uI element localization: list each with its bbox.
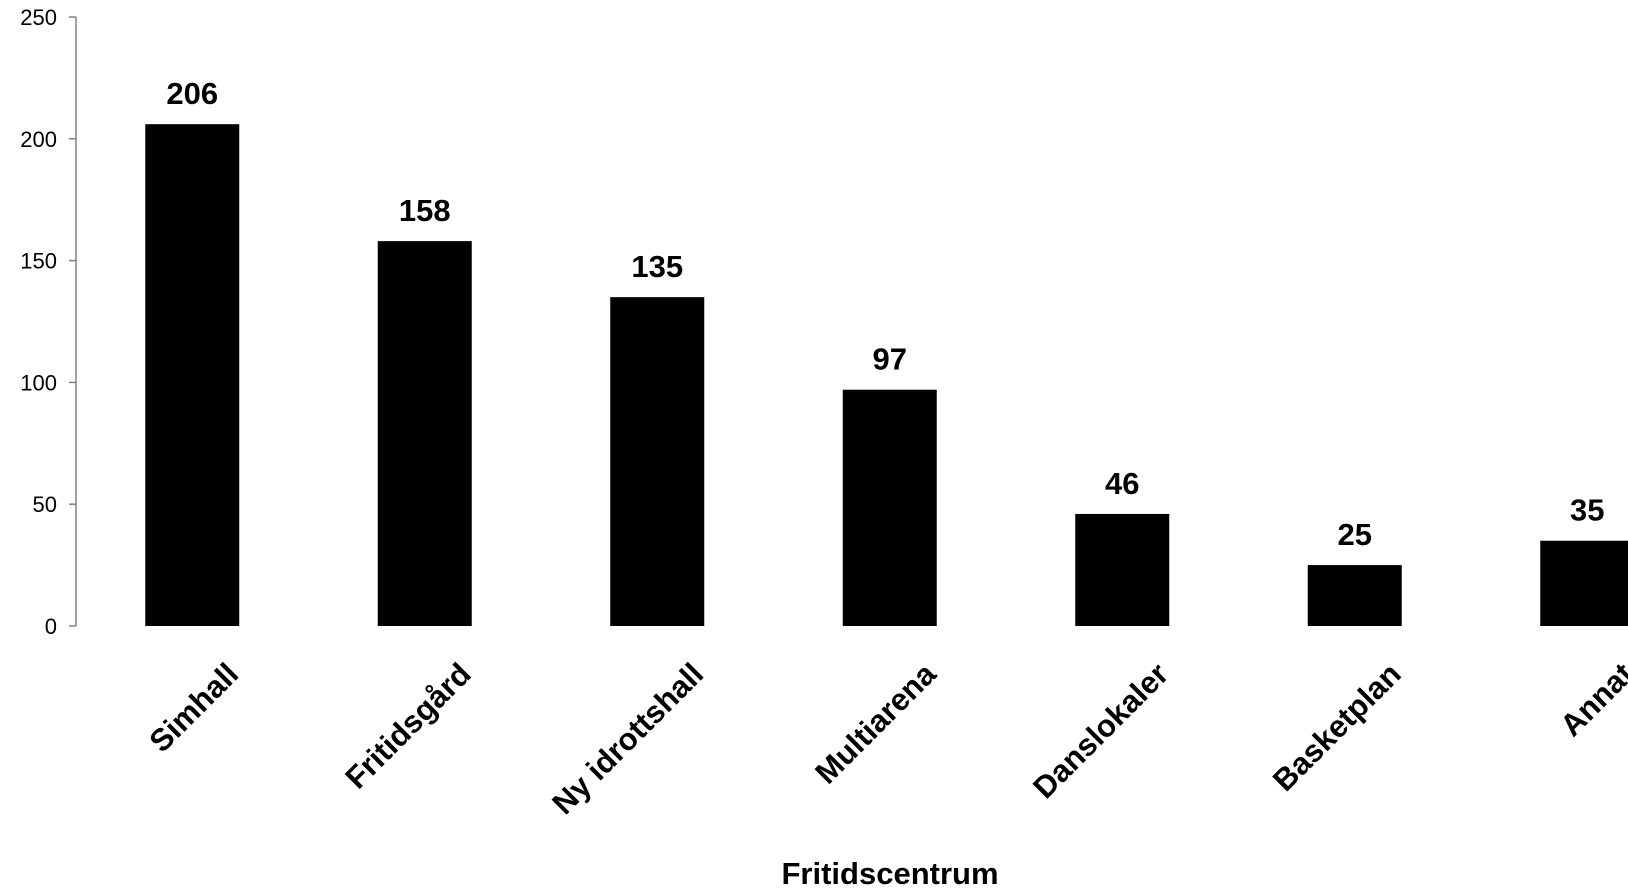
data-label: 25 bbox=[1338, 517, 1372, 552]
y-tick-label: 200 bbox=[20, 127, 57, 152]
x-tick-label: Multiarena bbox=[808, 656, 943, 791]
y-axis-ticks: 0 50 100 150 200 250 bbox=[20, 5, 76, 639]
bar bbox=[145, 124, 240, 627]
data-label: 97 bbox=[873, 342, 907, 377]
bar bbox=[1307, 565, 1402, 626]
x-axis-title: Fritidscentrum bbox=[781, 856, 998, 889]
bar bbox=[842, 389, 937, 626]
data-label: 206 bbox=[166, 76, 218, 111]
x-tick-label: Danslokaler bbox=[1026, 656, 1175, 805]
x-tick-label: Basketplan bbox=[1266, 656, 1408, 798]
data-label: 35 bbox=[1570, 493, 1604, 528]
y-tick-label: 250 bbox=[20, 5, 57, 30]
data-labels: 206 158 135 97 46 25 35 bbox=[166, 76, 1604, 552]
x-tick-label: Fritidsgård bbox=[338, 656, 477, 795]
x-tick-label: Simhall bbox=[142, 656, 245, 759]
bar bbox=[377, 241, 472, 626]
y-tick-label: 0 bbox=[45, 614, 57, 639]
data-label: 158 bbox=[399, 193, 451, 228]
y-tick-label: 150 bbox=[20, 249, 57, 274]
bar bbox=[610, 297, 705, 626]
data-label: 135 bbox=[631, 249, 683, 284]
y-tick-label: 50 bbox=[33, 492, 57, 517]
x-tick-label: Annat bbox=[1553, 656, 1628, 743]
bars bbox=[145, 124, 1628, 627]
x-tick-label: Ny idrottshall bbox=[545, 656, 710, 821]
category-labels: Simhall Fritidsgård Ny idrottshall Multiare… bbox=[142, 656, 1628, 821]
bar bbox=[1540, 540, 1628, 626]
y-tick-label: 100 bbox=[20, 370, 57, 395]
bar bbox=[1075, 513, 1170, 626]
data-label: 46 bbox=[1105, 466, 1139, 501]
